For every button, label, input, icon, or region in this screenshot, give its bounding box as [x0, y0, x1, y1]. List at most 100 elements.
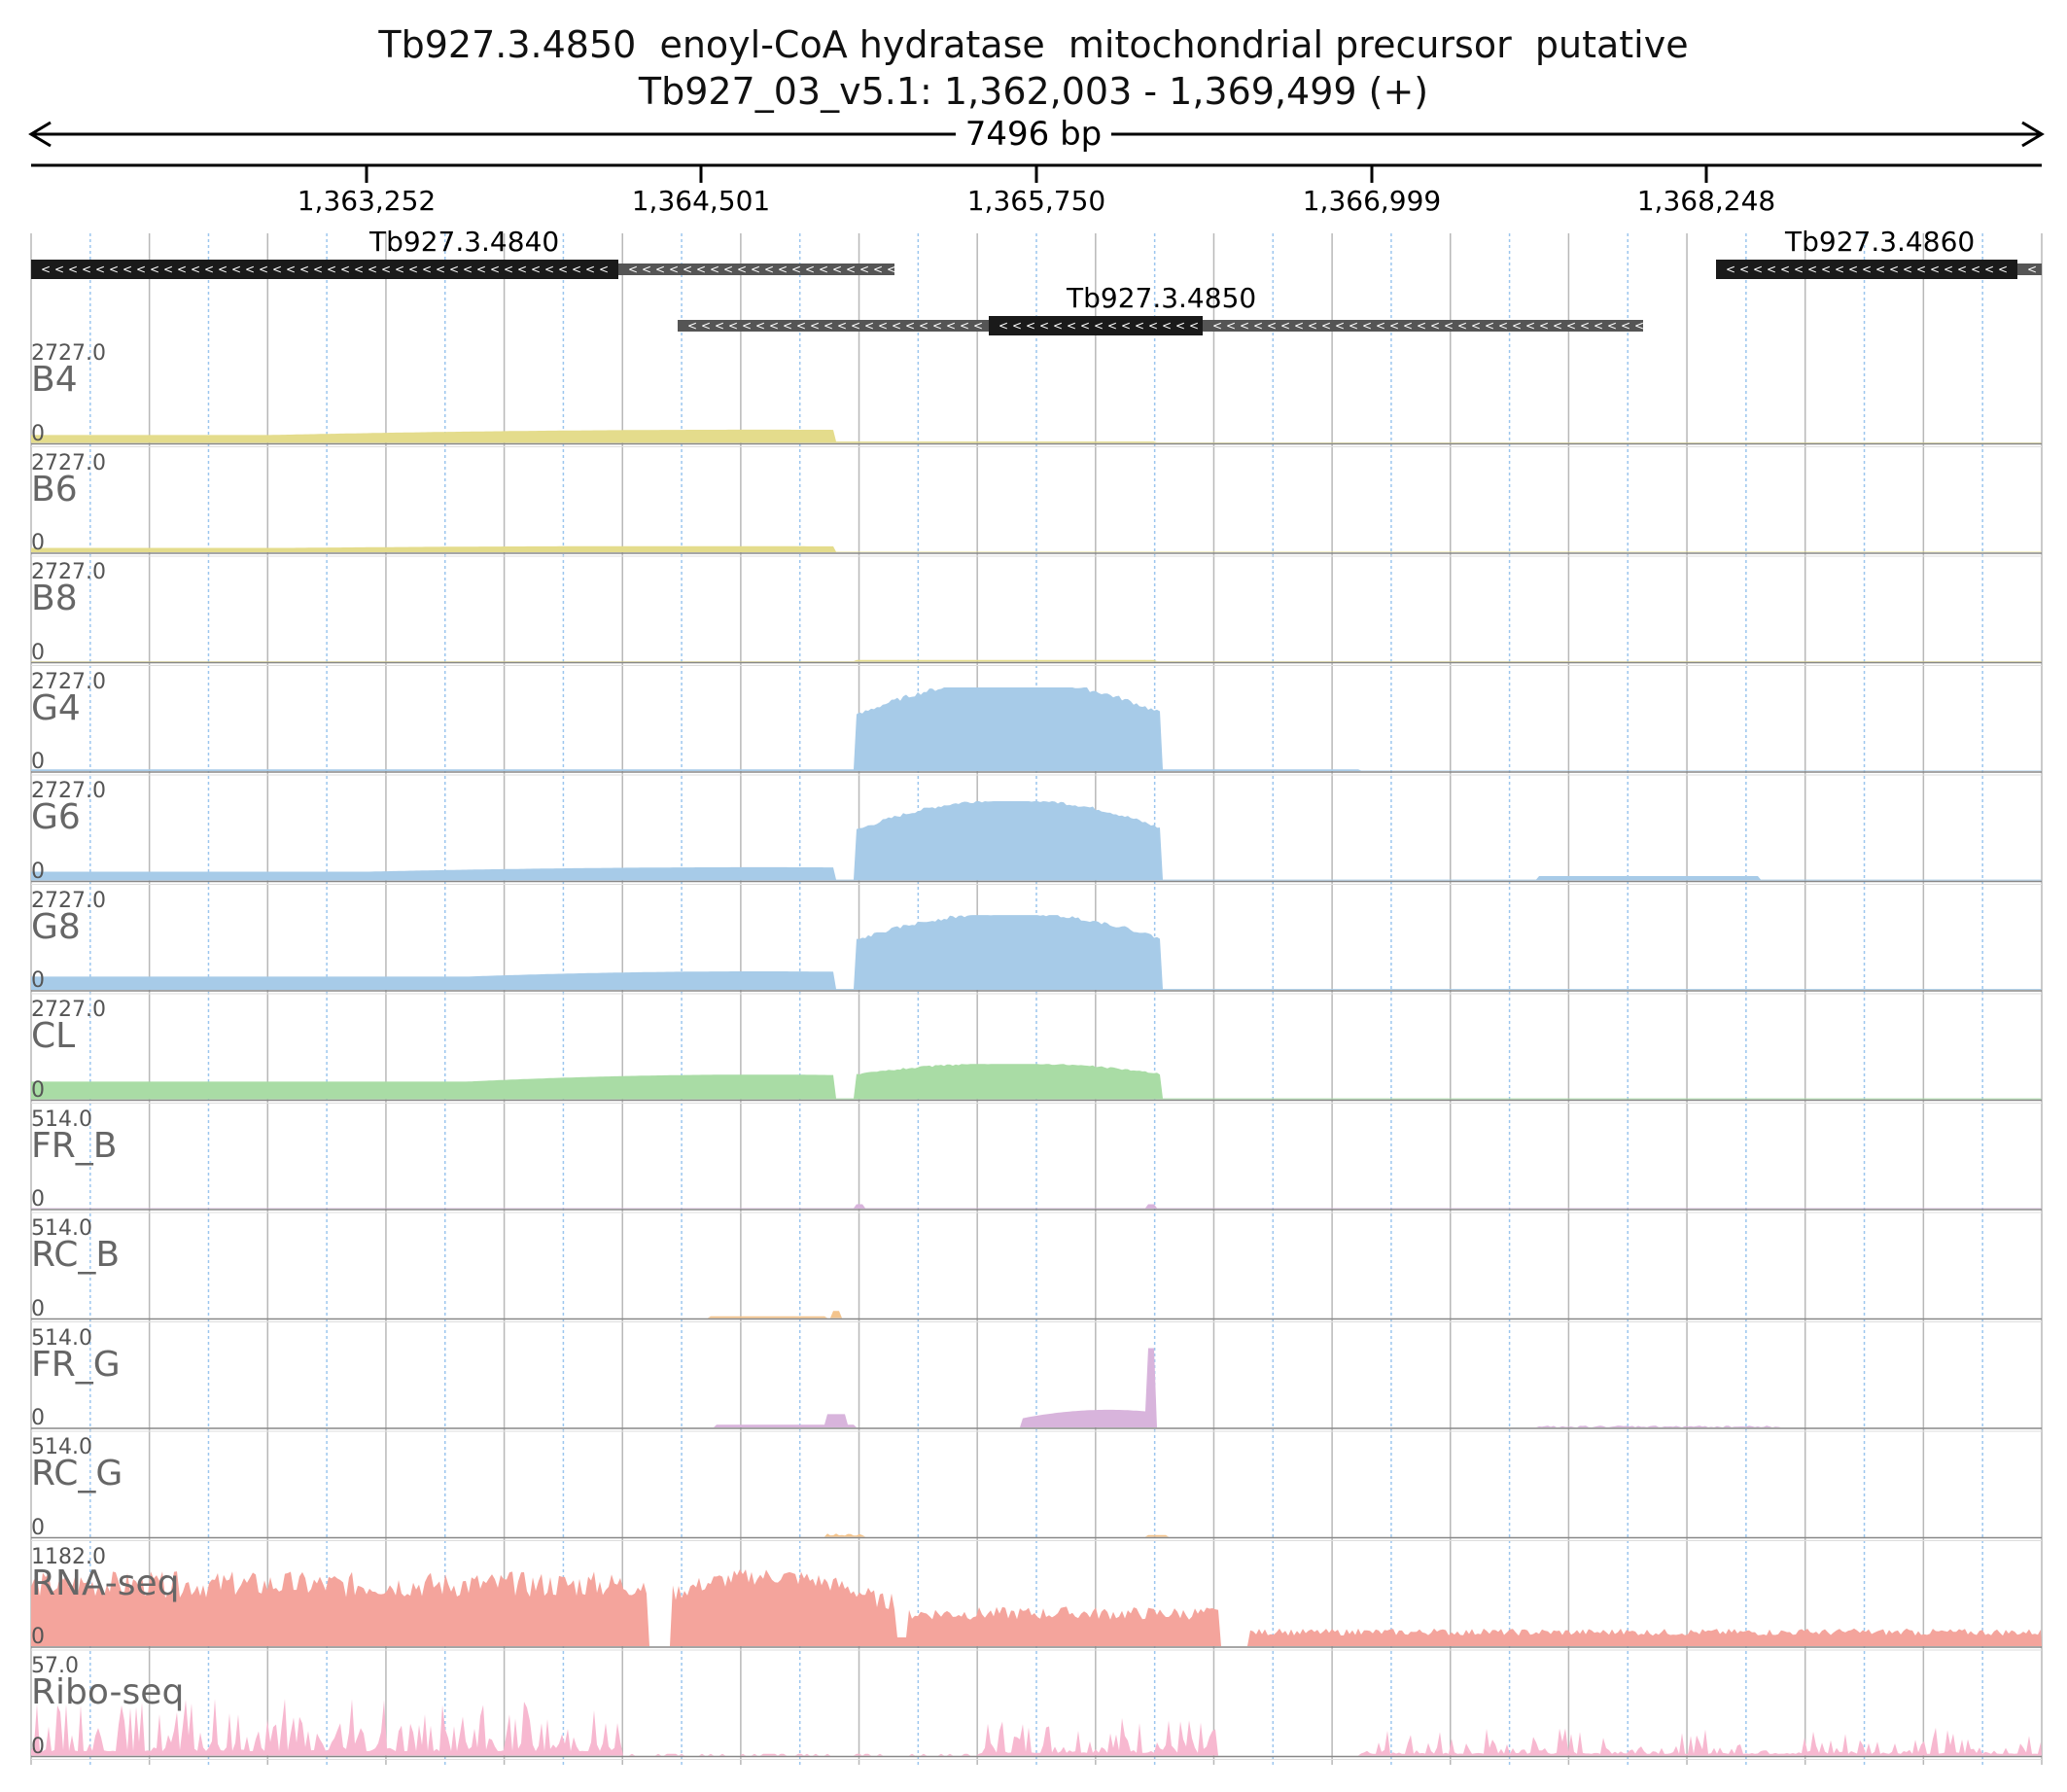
strand-arrow: < [1875, 263, 1885, 276]
strand-arrow: < [1889, 263, 1899, 276]
gene-tb927-3-4850-utr5[interactable] [678, 320, 989, 332]
strand-arrow: < [286, 263, 296, 276]
track-name[interactable]: G6 [31, 797, 81, 837]
strand-arrow: < [1294, 319, 1304, 333]
track-name[interactable]: G8 [31, 906, 81, 947]
gene-tb927-3-4840-cds[interactable] [31, 260, 618, 279]
track-max-value: 514.0 [31, 1325, 92, 1351]
strand-arrow: < [436, 263, 445, 276]
strand-arrow: < [710, 263, 719, 276]
track-name[interactable]: G4 [31, 687, 81, 728]
locus-coordinates: Tb927_03_v5.1: 1,362,003 - 1,369,499 (+) [638, 70, 1429, 113]
track-name[interactable]: FR_G [31, 1344, 121, 1385]
track-name[interactable]: B8 [31, 579, 78, 618]
track-name[interactable]: B4 [31, 360, 78, 400]
track-name[interactable]: RC_B [31, 1235, 121, 1275]
track-name[interactable]: B6 [31, 469, 78, 509]
strand-arrow: < [998, 319, 1008, 333]
strand-arrow: < [585, 263, 595, 276]
strand-arrow: < [313, 263, 323, 276]
strand-arrow: < [1726, 263, 1735, 276]
grid-lines [30, 233, 2043, 1765]
strand-arrow: < [163, 263, 173, 276]
strand-arrow: < [1012, 319, 1022, 333]
strand-arrow: < [973, 319, 983, 333]
strand-arrow: < [1566, 319, 1576, 333]
strand-arrow: < [642, 263, 651, 276]
track-zero-label: 0 [31, 1077, 45, 1103]
gene-tb927-3-4860-cds[interactable] [1716, 260, 2017, 279]
strand-arrow: < [1121, 319, 1131, 333]
page-title: Tb927.3.4850 enoyl-CoA hydratase mitocho… [378, 23, 1689, 66]
gene-tb927-3-4840-utr[interactable] [618, 264, 894, 275]
strand-arrow: < [751, 263, 760, 276]
strand-arrow: < [701, 319, 711, 333]
strand-arrow: < [791, 263, 801, 276]
strand-arrow: < [905, 319, 915, 333]
ruler-tick-label: 1,368,248 [1636, 185, 1776, 217]
strand-arrow: < [960, 319, 969, 333]
strand-arrow: < [887, 263, 896, 276]
gene-tb927-3-4860-utr[interactable] [2017, 264, 2042, 275]
strand-arrow: < [1226, 319, 1236, 333]
track-zero-label: 0 [31, 421, 45, 446]
ruler [31, 163, 2042, 183]
strand-arrow: < [408, 263, 418, 276]
strand-arrow: < [1634, 319, 1644, 333]
strand-arrow: < [1135, 319, 1144, 333]
strand-arrow: < [737, 263, 747, 276]
strand-arrow: < [1039, 319, 1049, 333]
strand-arrow: < [272, 263, 282, 276]
ruler-tick-label: 1,366,999 [1302, 185, 1442, 217]
track-max-value: 2727.0 [31, 888, 106, 913]
coverage-area-cl [31, 1064, 2042, 1100]
coverage-area-ribo-seq [31, 1699, 2042, 1756]
strand-arrow: < [742, 319, 752, 333]
strand-arrow: < [1794, 263, 1804, 276]
gene-label-tb927-3-4850[interactable]: Tb927.3.4850 [1067, 282, 1257, 314]
strand-arrow: < [1512, 319, 1522, 333]
strand-arrow: < [218, 263, 228, 276]
strand-arrow: < [599, 263, 609, 276]
strand-arrow: < [245, 263, 255, 276]
strand-arrow: < [109, 263, 119, 276]
strand-arrow: < [723, 263, 733, 276]
strand-arrow: < [1094, 319, 1104, 333]
coverage-area-b6 [31, 545, 2042, 552]
strand-arrow: < [1389, 319, 1399, 333]
coverage-area-g6 [31, 801, 2042, 881]
gene-tb927-3-4850-cds[interactable] [989, 316, 1203, 335]
ruler-tick-label: 1,364,501 [631, 185, 771, 217]
strand-arrow: < [1457, 319, 1467, 333]
strand-arrow: < [823, 319, 833, 333]
span-length-label: 7496 bp [0, 115, 2067, 154]
strand-arrow: < [150, 263, 159, 276]
strand-arrow: < [368, 263, 377, 276]
strand-arrow: < [1067, 319, 1076, 333]
track-zero-label: 0 [31, 1296, 45, 1321]
gene-tb927-3-4850-utr3[interactable] [1203, 320, 1643, 332]
gene-label-tb927-3-4840[interactable]: Tb927.3.4840 [369, 226, 560, 258]
strand-arrow: < [449, 263, 459, 276]
track-name[interactable]: RNA-seq [31, 1563, 180, 1603]
strand-arrow: < [123, 263, 132, 276]
track-name[interactable]: Ribo-seq [31, 1672, 185, 1712]
strand-arrow: < [1930, 263, 1940, 276]
strand-arrow: < [136, 263, 146, 276]
gene-label-tb927-3-4860[interactable]: Tb927.3.4860 [1785, 226, 1976, 258]
strand-arrow: < [95, 263, 105, 276]
strand-arrow: < [1998, 263, 2008, 276]
track-name[interactable]: FR_B [31, 1125, 118, 1166]
track-name[interactable]: RC_G [31, 1454, 123, 1493]
strand-arrow: < [476, 263, 486, 276]
strand-arrow: < [1026, 319, 1035, 333]
strand-arrow: < [1308, 319, 1317, 333]
strand-arrow: < [687, 319, 697, 333]
strand-arrow: < [1821, 263, 1831, 276]
track-name[interactable]: CL [31, 1016, 76, 1056]
track-zero-label: 0 [31, 531, 45, 555]
track-max-value: 1182.0 [31, 1544, 106, 1569]
track-max-value: 514.0 [31, 1107, 92, 1132]
strand-arrow: < [1240, 319, 1249, 333]
